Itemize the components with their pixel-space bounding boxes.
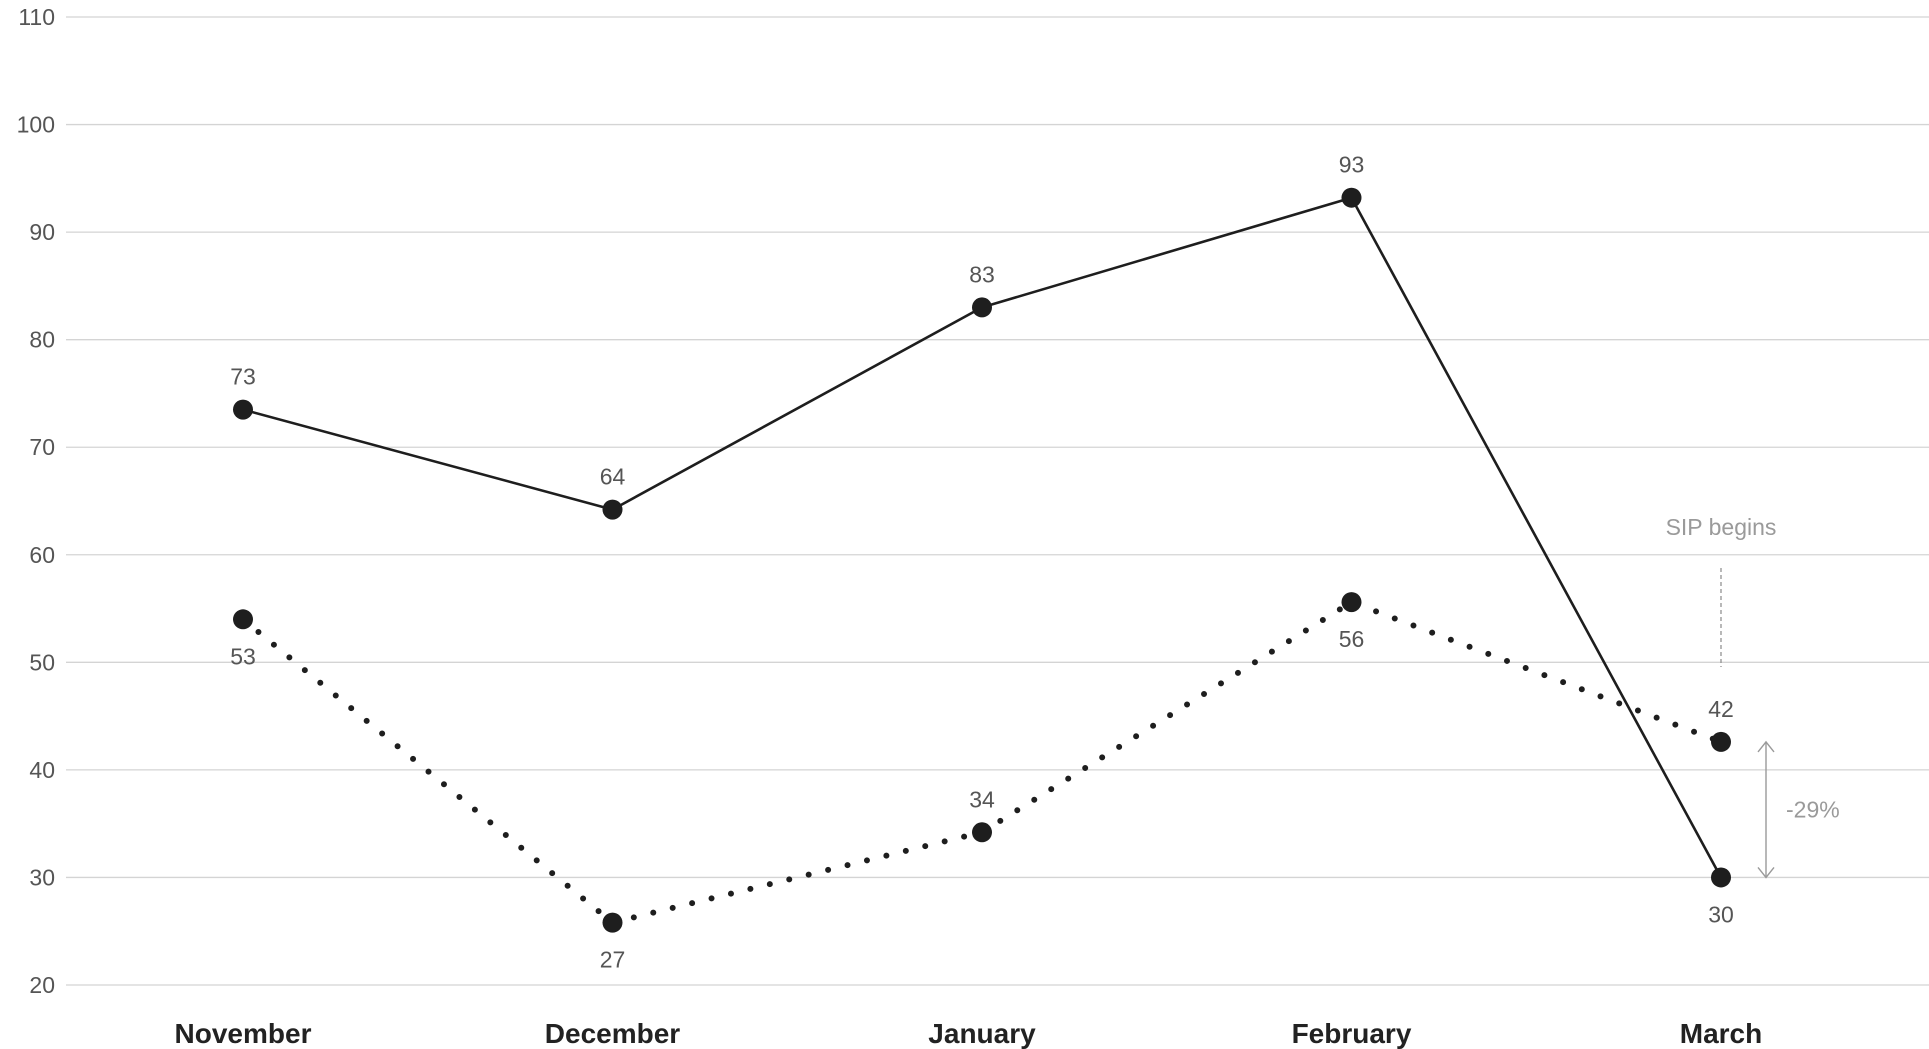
y-tick-label-50: 50 bbox=[29, 649, 55, 675]
data-point-solid-november bbox=[233, 399, 253, 420]
data-point-dotted-december bbox=[602, 912, 623, 933]
y-tick-label-90: 90 bbox=[29, 219, 55, 245]
y-tick-label-70: 70 bbox=[29, 434, 55, 460]
data-label-dotted-december: 27 bbox=[600, 947, 626, 973]
arrow-down-icon bbox=[1757, 867, 1775, 879]
data-point-dotted-march bbox=[1711, 731, 1731, 752]
series-line-dotted bbox=[240, 598, 1724, 926]
difference-label: -29% bbox=[1786, 797, 1840, 823]
data-label-dotted-january: 34 bbox=[969, 786, 995, 812]
annotations: SIP begins -29% bbox=[1666, 514, 1840, 879]
x-tick-label-december: December bbox=[545, 1018, 681, 1049]
data-point-solid-march bbox=[1711, 867, 1731, 888]
data-label-dotted-november: 53 bbox=[230, 643, 256, 669]
data-point-dotted-february bbox=[1341, 592, 1362, 613]
data-point-solid-february bbox=[1341, 187, 1362, 208]
data-point-solid-december bbox=[602, 499, 623, 520]
y-tick-label-20: 20 bbox=[29, 972, 55, 998]
data-label-solid-november: 73 bbox=[230, 364, 256, 390]
data-markers bbox=[233, 187, 1731, 933]
y-tick-label-40: 40 bbox=[29, 757, 55, 783]
data-point-solid-january bbox=[972, 297, 992, 318]
x-tick-label-november: November bbox=[175, 1018, 312, 1049]
y-tick-label-110: 110 bbox=[18, 4, 55, 30]
y-tick-label-30: 30 bbox=[29, 864, 55, 890]
x-axis-ticks: November December January February March bbox=[175, 1018, 1763, 1049]
data-label-dotted-march: 42 bbox=[1708, 696, 1734, 722]
y-tick-label-80: 80 bbox=[29, 327, 55, 353]
data-label-solid-december: 64 bbox=[600, 464, 626, 490]
arrow-up-icon bbox=[1757, 740, 1775, 753]
data-point-dotted-november bbox=[233, 609, 253, 630]
grid-lines bbox=[66, 16, 1929, 986]
data-label-solid-march: 30 bbox=[1708, 901, 1734, 927]
x-tick-label-march: March bbox=[1680, 1018, 1762, 1049]
data-label-solid-february: 93 bbox=[1339, 152, 1365, 178]
y-axis-ticks: 20 30 40 50 60 70 80 90 100 110 bbox=[17, 4, 55, 998]
y-tick-label-60: 60 bbox=[29, 542, 55, 568]
x-tick-label-january: January bbox=[928, 1018, 1036, 1049]
data-label-dotted-february: 56 bbox=[1339, 626, 1365, 652]
data-point-dotted-january bbox=[972, 822, 992, 843]
y-tick-label-100: 100 bbox=[17, 112, 55, 138]
data-label-solid-january: 83 bbox=[969, 261, 995, 287]
data-labels: 73 64 83 93 30 53 27 34 56 42 bbox=[230, 152, 1734, 973]
sip-begins-label: SIP begins bbox=[1666, 514, 1777, 540]
x-tick-label-february: February bbox=[1292, 1018, 1412, 1049]
